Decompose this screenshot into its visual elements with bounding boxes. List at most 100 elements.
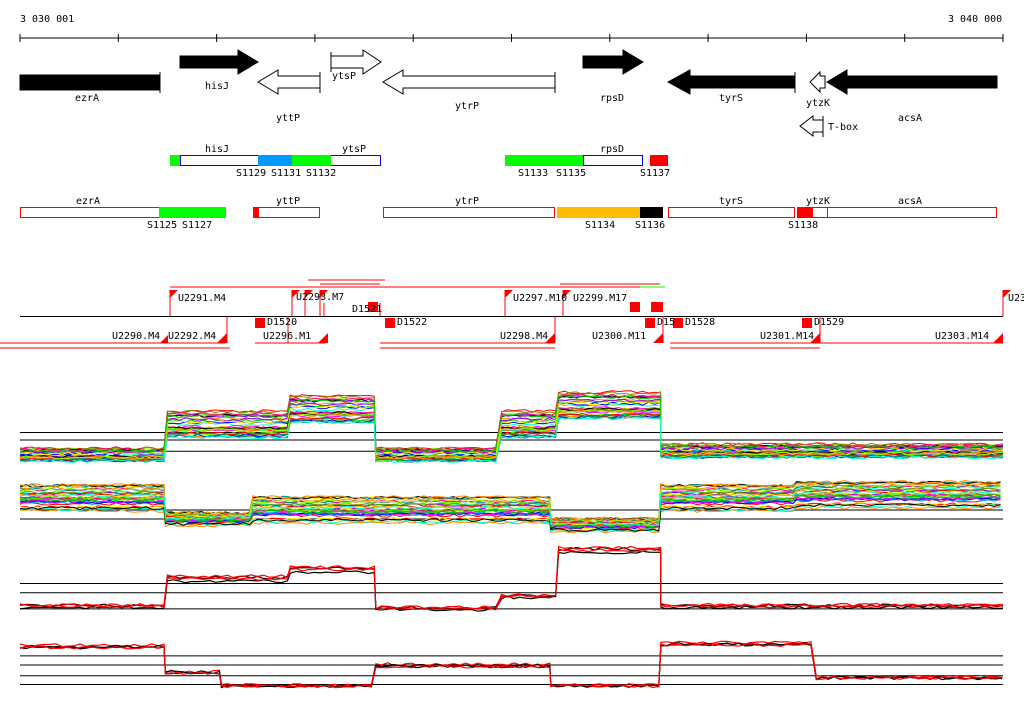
transcript-label[interactable]: D15 <box>657 317 675 328</box>
gene-ezrA[interactable] <box>19 74 161 91</box>
segment[interactable] <box>258 155 292 166</box>
expression-profile-line <box>19 415 1003 463</box>
segment-label: S1132 <box>306 168 336 179</box>
segment-label: S1133 <box>518 168 548 179</box>
segment[interactable] <box>798 207 813 218</box>
segment[interactable] <box>505 155 583 166</box>
operon-label: tyrS <box>719 196 743 207</box>
coordinate-ruler: 3 030 001 3 040 000 <box>19 14 1004 42</box>
transcript-label[interactable]: U2293.M7 <box>296 292 344 303</box>
minus-strand-segments: ezrA yttP ytrP tyrS ytzK acsA S1125 S112… <box>20 196 997 231</box>
expression-profile-line <box>19 490 1001 526</box>
expression-profile-line <box>19 390 1003 450</box>
gene-label: T-box <box>828 122 858 133</box>
gene-labels: ezrA hisJ yttP ytsP ytrP rpsD tyrS ytzK … <box>75 71 922 133</box>
expression-profile-line <box>19 484 1001 523</box>
segment[interactable] <box>159 207 226 218</box>
segment[interactable] <box>253 207 259 218</box>
expression-panel-2 <box>19 480 1003 534</box>
segment-label: S1136 <box>635 220 665 231</box>
transcript-label[interactable]: U2292.M4 <box>168 331 216 342</box>
expression-profile-line <box>19 492 1001 527</box>
gene-track <box>19 49 998 138</box>
operon-label: rpsD <box>600 144 624 155</box>
transcript-label[interactable]: D1529 <box>814 317 844 328</box>
operon-label: ytrP <box>455 196 479 207</box>
segment-label: S1129 <box>236 168 266 179</box>
operon-tyrS[interactable] <box>668 207 795 218</box>
gene-label: tyrS <box>719 93 743 104</box>
operon-rpsD[interactable] <box>583 155 643 166</box>
gene-label: ytzK <box>806 98 830 109</box>
gene-hisJ[interactable] <box>179 49 259 75</box>
ruler-start-label: 3 030 001 <box>20 14 74 25</box>
expression-profile-line <box>19 550 1003 612</box>
operon-ytzK-acsA[interactable] <box>797 207 997 218</box>
transcript-label[interactable]: D1528 <box>685 317 715 328</box>
expression-profile-line <box>19 395 1003 453</box>
expression-profile-line <box>19 487 1001 525</box>
segment[interactable] <box>640 207 663 218</box>
segment-label: S1127 <box>182 220 212 231</box>
gene-label: acsA <box>898 113 922 124</box>
expression-panel-4 <box>19 640 1003 689</box>
expression-profile-line <box>19 408 1003 460</box>
transcript-label[interactable]: U2299.M17 <box>573 293 627 304</box>
segment-label: S1135 <box>556 168 586 179</box>
expression-profile-line <box>19 545 1003 610</box>
segment[interactable] <box>557 207 640 218</box>
operon-yttP[interactable] <box>253 207 320 218</box>
gene-acsA[interactable] <box>826 69 998 95</box>
transcript-label[interactable]: U2298.M4 <box>500 331 548 342</box>
transcript-label[interactable]: U2301.M14 <box>760 331 814 342</box>
segment-label: S1134 <box>585 220 615 231</box>
transcript-label[interactable]: D1521 <box>352 304 382 315</box>
operon-ytrP[interactable] <box>383 207 555 218</box>
gene-label: ezrA <box>75 93 99 104</box>
transcript-label[interactable]: U2296.M1 <box>263 331 311 342</box>
operon-label: ytsP <box>342 144 366 155</box>
segment[interactable] <box>292 155 331 166</box>
gene-ytsP[interactable] <box>330 49 382 75</box>
operon-label: ezrA <box>76 196 100 207</box>
expression-profile-line <box>19 642 1003 689</box>
expression-profile-line <box>19 401 1004 456</box>
operon-label: acsA <box>898 196 922 207</box>
gene-yttP[interactable] <box>257 69 321 95</box>
segment[interactable] <box>170 155 180 166</box>
ruler-end-label: 3 040 000 <box>948 14 1002 25</box>
transcript-label[interactable]: D1520 <box>267 317 297 328</box>
expression-panel-1 <box>19 390 1004 464</box>
gene-rpsD[interactable] <box>582 49 644 75</box>
expression-profile-line <box>19 393 1003 452</box>
transcript-label[interactable]: U2290.M4 <box>112 331 160 342</box>
expression-profile-line <box>19 503 1001 532</box>
transcript-label[interactable]: U2300.M11 <box>592 331 646 342</box>
gene-T-box[interactable] <box>799 114 824 138</box>
operon-label: ytzK <box>806 196 830 207</box>
expression-profile-line <box>19 391 1004 451</box>
transcript-label[interactable]: U2291.M4 <box>178 293 226 304</box>
gene-ytrP[interactable] <box>382 69 556 95</box>
segment[interactable] <box>650 155 668 166</box>
expression-panel-3 <box>19 545 1004 612</box>
transcript-label[interactable]: D1522 <box>397 317 427 328</box>
plus-strand-segments: hisJ ytsP rpsD S1129 S1131 S1132 S1133 S… <box>170 144 670 179</box>
operon-label: yttP <box>276 196 300 207</box>
transcript-label[interactable]: U23 <box>1008 293 1024 304</box>
gene-ytzK[interactable] <box>809 70 826 94</box>
gene-tyrS[interactable] <box>666 69 796 95</box>
transcript-label[interactable]: U2303.M14 <box>935 331 989 342</box>
expression-profile-line <box>19 412 1003 462</box>
gene-label: hisJ <box>205 81 229 92</box>
expression-profile-line <box>19 640 1003 688</box>
operon-label: hisJ <box>205 144 229 155</box>
transcript-track: U2291.M4 U2293.M7 U2297.M10 U2299.M17 U2… <box>0 279 1024 349</box>
segment-label: S1131 <box>271 168 301 179</box>
transcript-label[interactable]: U2297.M10 <box>513 293 567 304</box>
gene-label: ytrP <box>455 101 479 112</box>
expression-profile-line <box>19 416 1004 464</box>
gene-label: ytsP <box>332 71 356 82</box>
gene-label: rpsD <box>600 93 624 104</box>
